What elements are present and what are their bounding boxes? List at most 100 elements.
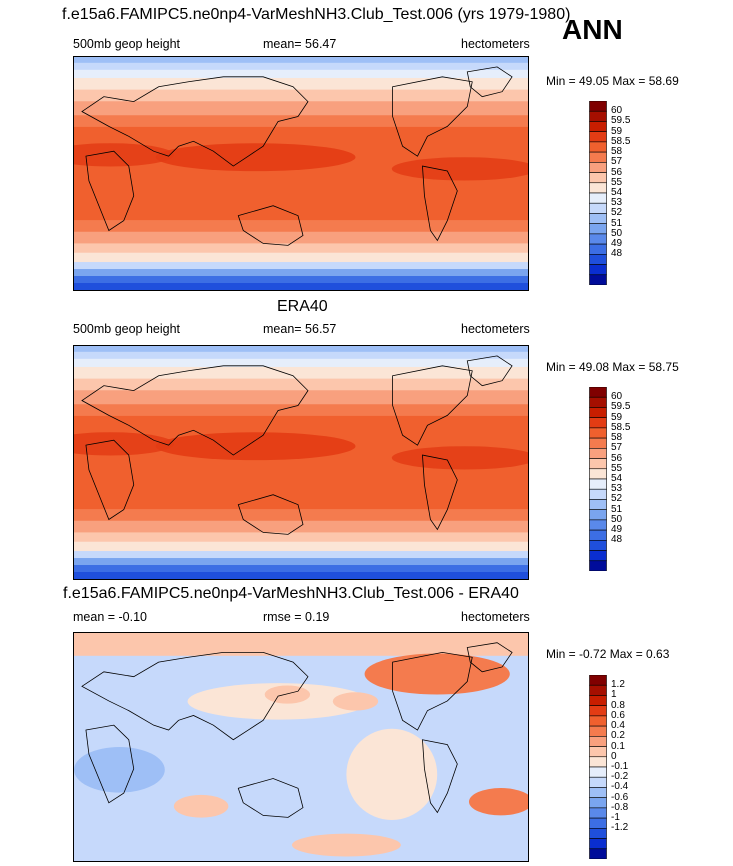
- colorbar-box: [589, 776, 607, 788]
- colorbar-label: 54: [611, 473, 623, 484]
- colorbar-box: [589, 213, 607, 224]
- colorbar-box: [589, 458, 607, 470]
- colorbar-label: 59.5: [611, 401, 631, 413]
- colorbar-box: [589, 274, 607, 286]
- colorbar-box: [589, 499, 607, 510]
- colorbar-box: [589, 817, 607, 829]
- colorbar-box: [589, 828, 607, 839]
- colorbar-label: -0.2: [611, 771, 629, 783]
- coastline: [85, 724, 135, 804]
- colorbar-label: 49: [611, 524, 623, 536]
- colorbar-label: 55: [611, 462, 623, 474]
- colorbar-box: [589, 705, 607, 717]
- panel-1-minmax: Min = 49.05 Max = 58.69: [546, 74, 679, 88]
- colorbar-box: [589, 695, 607, 706]
- colorbar-box: [589, 192, 607, 204]
- panel-1-mean-label: mean= 56.47: [263, 37, 337, 51]
- colorbar-box: [589, 417, 607, 429]
- panel-2-units-label: hectometers: [461, 322, 530, 336]
- coastline: [81, 652, 309, 741]
- panel-3-map: [73, 632, 529, 862]
- colorbar-box: [589, 202, 607, 214]
- colorbar-label: 54: [611, 187, 623, 198]
- colorbar-label: 0: [611, 750, 617, 762]
- colorbar-label: -0.8: [611, 801, 629, 813]
- colorbar-label: 58: [611, 146, 623, 158]
- coastline: [392, 76, 473, 157]
- colorbar-label: 60: [611, 105, 623, 117]
- colorbar-label: 0.4: [611, 720, 625, 732]
- panel-2-title: ERA40: [277, 298, 328, 315]
- panel-2-mean-label: mean= 56.57: [263, 322, 337, 336]
- colorbar-box: [589, 540, 607, 551]
- panel-2-variable-label: 500mb geop height: [73, 322, 181, 336]
- colorbar-box: [589, 488, 607, 500]
- panel-3-mean-label: mean = -0.10: [73, 610, 148, 624]
- colorbar-box: [589, 848, 607, 860]
- colorbar-box: [589, 766, 607, 778]
- colorbar-label: 60: [611, 391, 623, 403]
- coastline: [81, 365, 309, 456]
- colorbar-label: 49: [611, 238, 623, 250]
- colorbar-box: [589, 121, 607, 132]
- colorbar-box: [589, 746, 607, 758]
- colorbar-label: 56: [611, 166, 623, 178]
- panel-3-title: f.e15a6.FAMIPC5.ne0np4-VarMeshNH3.Club_T…: [63, 585, 519, 602]
- colorbar-box: [589, 243, 607, 255]
- panel-2-map: [73, 345, 529, 580]
- colorbar-box: [589, 182, 607, 194]
- figure-title: f.e15a6.FAMIPC5.ne0np4-VarMeshNH3.Club_T…: [62, 6, 571, 23]
- panel-3-colorbar: 1.2 1 0.8 0.6 0.4 0.2 0.1 0 -0.1 -0.2 -0.4 -0.6 -0.8…: [589, 674, 669, 860]
- colorbar-box: [589, 468, 607, 480]
- colorbar-label: -1: [611, 812, 620, 824]
- panel-3-units-label: hectometers: [461, 610, 530, 624]
- colorbar-label: 51: [611, 503, 623, 515]
- coastline: [422, 739, 458, 814]
- colorbar-label: 56: [611, 452, 623, 464]
- colorbar-box: [589, 386, 607, 398]
- colorbar-box: [589, 756, 607, 768]
- colorbar-box: [589, 254, 607, 265]
- coastline: [466, 66, 513, 98]
- panel-2-minmax: Min = 49.08 Max = 58.75: [546, 360, 679, 374]
- colorbar-box: [589, 560, 607, 572]
- colorbar-box: [589, 264, 607, 276]
- coastline: [422, 165, 458, 242]
- colorbar-label: -0.1: [611, 761, 629, 772]
- colorbar-label: 58.5: [611, 421, 631, 433]
- colorbar-box: [589, 448, 607, 459]
- colorbar-box: [589, 151, 607, 163]
- colorbar-label: 50: [611, 227, 623, 239]
- colorbar-box: [589, 437, 607, 449]
- colorbar-box: [589, 407, 607, 418]
- colorbar-box: [589, 131, 607, 143]
- colorbar-box: [589, 396, 607, 408]
- colorbar-label: 51: [611, 217, 623, 229]
- colorbar-label: 0.6: [611, 709, 625, 721]
- colorbar-label: 0.8: [611, 699, 625, 711]
- colorbar-box: [589, 172, 607, 184]
- colorbar-box: [589, 725, 607, 737]
- colorbar-label: 59: [611, 411, 623, 423]
- panel-2-colorbar: 60 59.5 59 58.5 58 57 56 55 54 53 52 51 50 49 48: [589, 386, 669, 572]
- colorbar-label: 50: [611, 513, 623, 525]
- colorbar-box: [589, 807, 607, 819]
- colorbar-label: 1: [611, 689, 617, 701]
- coastline: [466, 355, 513, 387]
- colorbar-box: [589, 509, 607, 521]
- colorbar-box: [589, 838, 607, 850]
- season-label: ANN: [562, 14, 623, 45]
- colorbar-label: -1.2: [611, 822, 629, 834]
- colorbar-label: 59: [611, 125, 623, 137]
- colorbar-box: [589, 233, 607, 245]
- coastline: [237, 205, 304, 246]
- colorbar-box: [589, 787, 607, 798]
- colorbar-label: 52: [611, 493, 623, 505]
- panel-1-map: [73, 56, 529, 291]
- colorbar-box: [589, 529, 607, 541]
- coastline: [392, 365, 473, 446]
- colorbar-box: [589, 427, 607, 439]
- colorbar-label: 53: [611, 483, 623, 495]
- colorbar-label: 0.2: [611, 730, 625, 742]
- colorbar-label: -0.4: [611, 781, 629, 793]
